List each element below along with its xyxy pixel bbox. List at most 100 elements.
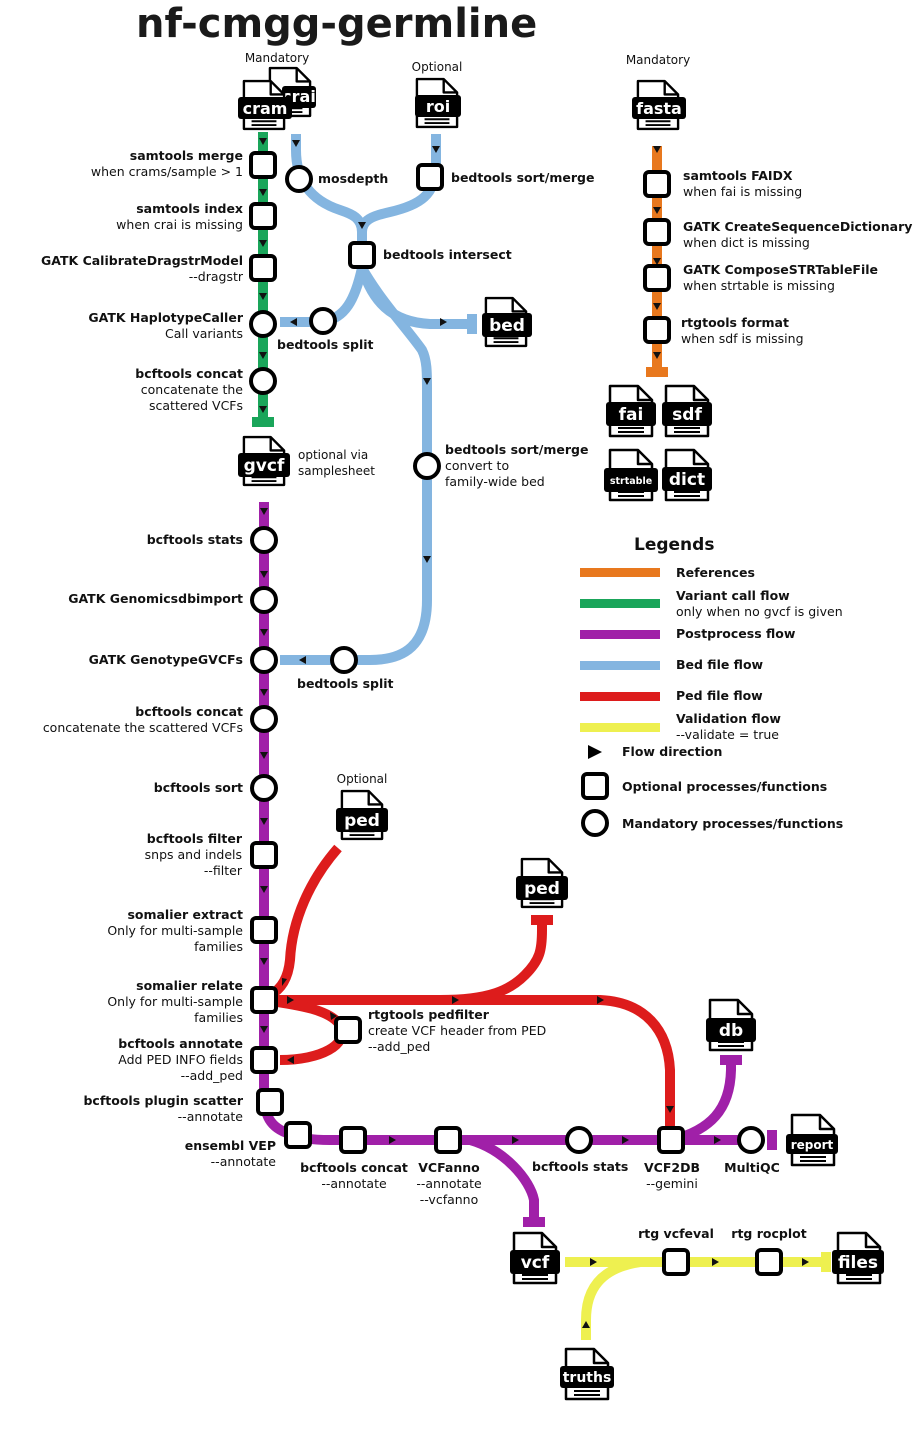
file-files: files: [832, 1231, 884, 1285]
flow-arrow-icon: [440, 318, 447, 326]
step-name: bedtools split: [277, 337, 374, 352]
step-sub: --annotate: [178, 1109, 244, 1124]
flow-arrow-icon: [432, 146, 440, 153]
step-sub: Call variants: [165, 326, 243, 341]
step-name: GATK GenotypeGVCFs: [89, 652, 243, 667]
node-bedtools-intersect: [348, 241, 376, 269]
flow-direction-icon: [588, 745, 602, 759]
step-sub: --dragstr: [189, 269, 244, 284]
file-label: dict: [669, 470, 705, 490]
legend-swatch-references: [580, 568, 660, 577]
flow-arrow-icon: [260, 571, 268, 578]
node-vcfanno: [434, 1126, 462, 1154]
step-sub: --annotate: [416, 1176, 482, 1191]
step-sub: --filter: [204, 863, 243, 878]
node-genomicsdb: [250, 586, 278, 614]
file-vcf: vcf: [510, 1231, 560, 1285]
step-sub: --add_ped: [181, 1068, 243, 1083]
flow-arrow-icon: [260, 1026, 268, 1033]
step-sub: Only for multi-sample: [107, 923, 243, 938]
flow-arrow-icon: [260, 689, 268, 696]
flow-arrow-icon: [714, 1136, 721, 1144]
node-bcftools-annotate: [250, 1046, 278, 1074]
node-bedtools-sortmerge2: [413, 452, 441, 480]
flow-arrow-icon: [292, 140, 300, 147]
node-bcftools-stats2: [565, 1126, 593, 1154]
flow-arrow-icon: [330, 1012, 337, 1020]
flow-arrow-icon: [290, 318, 297, 326]
step-sub: families: [194, 939, 243, 954]
step-name: GATK CreateSequenceDictionary: [683, 219, 912, 234]
step-name: samtools FAIDX: [683, 168, 793, 183]
step-name: samtools merge: [130, 148, 243, 163]
node-bcftools-filter: [250, 841, 278, 869]
step-sub: concatenate the scattered VCFs: [43, 720, 243, 735]
file-label: bed: [489, 316, 525, 336]
node-rtg-vcfeval: [662, 1248, 690, 1276]
flow-arrow-icon: [282, 978, 287, 986]
flow-arrows: [259, 138, 809, 1328]
step-name: bcftools stats: [532, 1159, 628, 1174]
node-samtools-index: [249, 202, 277, 230]
file-truths: truths: [560, 1347, 614, 1401]
mandatory-label: Mandatory: [245, 51, 309, 65]
legend: Legends References Variant call flow onl…: [580, 535, 843, 837]
file-roi: roi: [415, 77, 461, 129]
step-name: GATK HaplotypeCaller: [88, 310, 243, 325]
flow-arrow-icon: [653, 303, 661, 310]
node-bcftools-concat3: [339, 1126, 367, 1154]
step-name: rtgtools pedfilter: [368, 1007, 490, 1022]
flow-arrow-icon: [666, 1106, 674, 1113]
node-samtools-merge: [249, 151, 277, 179]
file-label: sdf: [672, 405, 702, 425]
step-name: bedtools intersect: [383, 247, 512, 262]
node-rtgtools-pedfilter: [334, 1016, 362, 1044]
node-rtg-rocplot: [755, 1248, 783, 1276]
node-samtools-faidx: [643, 170, 671, 198]
flow-arrow-icon: [260, 886, 268, 893]
node-vcf2db: [657, 1126, 685, 1154]
flow-arrow-icon: [423, 378, 431, 385]
step-sub: when fai is missing: [683, 184, 802, 199]
step-name: bcftools plugin scatter: [83, 1093, 243, 1108]
flow-arrow-icon: [622, 1136, 629, 1144]
node-bcftools-concat2: [250, 705, 278, 733]
flow-arrow-icon: [512, 1136, 519, 1144]
step-name: bcftools stats: [147, 532, 243, 547]
step-sub: when crams/sample > 1: [91, 164, 243, 179]
step-sub: --gemini: [646, 1176, 698, 1191]
node-bcftools-sort: [250, 774, 278, 802]
legend-optional: Optional processes/functions: [622, 779, 827, 794]
legend-swatch-bed: [580, 661, 660, 670]
postprocess-line-vcf: [468, 1135, 539, 1222]
flow-arrow-icon: [452, 996, 459, 1004]
step-name: bcftools filter: [147, 831, 243, 846]
step-sub: when crai is missing: [116, 217, 243, 232]
file-label: db: [719, 1021, 743, 1041]
step-sub: scattered VCFs: [149, 398, 243, 413]
file-label: vcf: [521, 1253, 550, 1273]
legend-ped: Ped file flow: [676, 688, 763, 703]
file-fasta: fasta: [632, 79, 686, 131]
step-sub: --add_ped: [368, 1039, 430, 1054]
gvcf-note: samplesheet: [298, 464, 375, 478]
step-name: GATK CalibrateDragstrModel: [41, 253, 243, 268]
step-name: rtg vcfeval: [638, 1226, 714, 1241]
step-sub: Add PED INFO fields: [118, 1052, 243, 1067]
bed-line-mosdepth: [291, 134, 367, 254]
step-name: samtools index: [136, 201, 243, 216]
flow-arrow-icon: [653, 146, 661, 153]
legend-validation-sub: --validate = true: [676, 727, 779, 742]
legend-swatch-variant: [580, 599, 660, 608]
node-composestr: [643, 264, 671, 292]
legend-swatch-postprocess: [580, 630, 660, 639]
node-somalier-relate: [250, 986, 278, 1014]
optional-label: Optional: [412, 60, 463, 74]
flow-arrow-icon: [712, 1258, 719, 1266]
file-cram: cram: [238, 79, 292, 131]
flow-arrow-icon: [260, 508, 268, 515]
legend-variant-sub: only when no gvcf is given: [676, 604, 843, 619]
node-createseqdict: [643, 218, 671, 246]
step-sub: families: [194, 1010, 243, 1025]
step-name: rtgtools format: [681, 315, 789, 330]
